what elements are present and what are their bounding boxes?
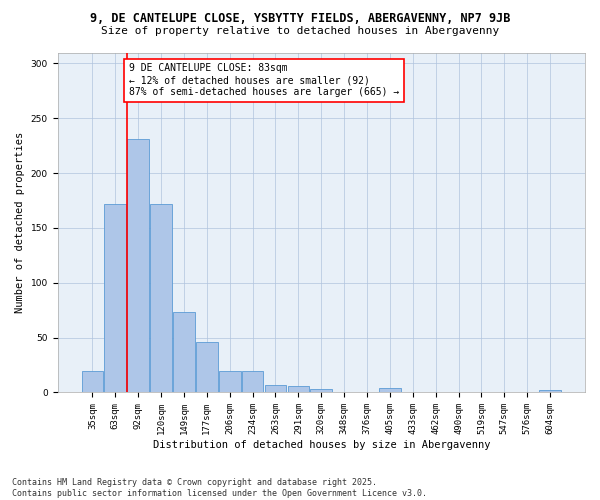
Text: Size of property relative to detached houses in Abergavenny: Size of property relative to detached ho… — [101, 26, 499, 36]
Bar — [173, 312, 195, 392]
Bar — [379, 388, 401, 392]
Bar — [127, 139, 149, 392]
Bar — [82, 370, 103, 392]
Bar — [104, 204, 126, 392]
Text: Contains HM Land Registry data © Crown copyright and database right 2025.
Contai: Contains HM Land Registry data © Crown c… — [12, 478, 427, 498]
Y-axis label: Number of detached properties: Number of detached properties — [15, 132, 25, 313]
Bar — [287, 386, 309, 392]
Bar — [539, 390, 561, 392]
Bar — [265, 385, 286, 392]
Bar — [310, 389, 332, 392]
Text: 9 DE CANTELUPE CLOSE: 83sqm
← 12% of detached houses are smaller (92)
87% of sem: 9 DE CANTELUPE CLOSE: 83sqm ← 12% of det… — [129, 64, 399, 96]
Bar — [242, 370, 263, 392]
Bar — [196, 342, 218, 392]
Bar — [219, 370, 241, 392]
X-axis label: Distribution of detached houses by size in Abergavenny: Distribution of detached houses by size … — [152, 440, 490, 450]
Bar — [150, 204, 172, 392]
Text: 9, DE CANTELUPE CLOSE, YSBYTTY FIELDS, ABERGAVENNY, NP7 9JB: 9, DE CANTELUPE CLOSE, YSBYTTY FIELDS, A… — [90, 12, 510, 26]
